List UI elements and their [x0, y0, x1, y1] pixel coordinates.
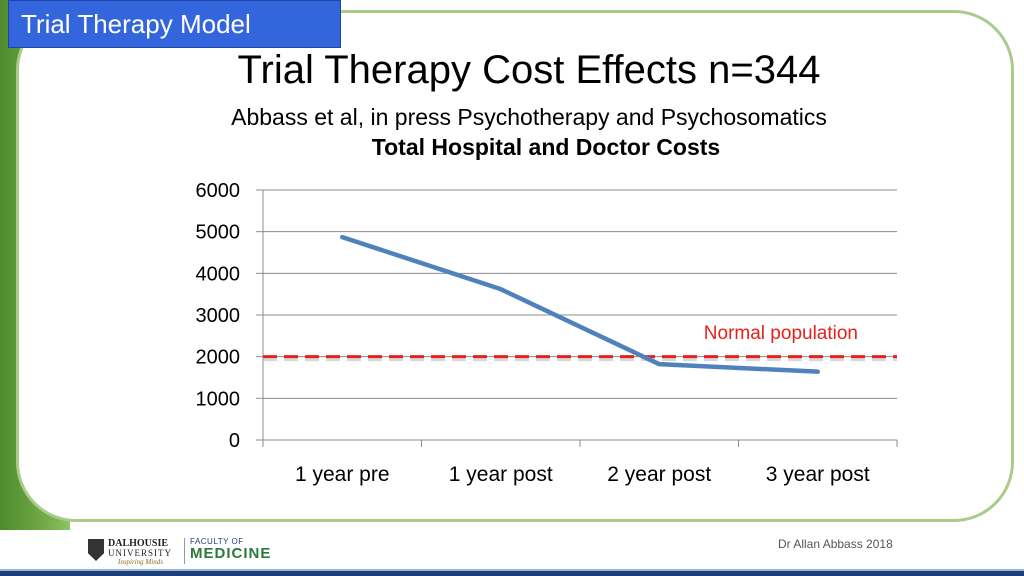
- y-tick-label: 1000: [196, 388, 241, 410]
- x-tick-label: 1 year post: [449, 463, 553, 486]
- slide-subtitle: Abbass et al, in press Psychotherapy and…: [231, 104, 827, 130]
- slide-title: Trial Therapy Cost Effects n=344: [237, 48, 821, 92]
- y-tick-label: 0: [229, 430, 240, 452]
- faculty-text-2: MEDICINE: [190, 545, 272, 562]
- footer-line: [0, 569, 1024, 571]
- logo-tagline: Inspiring Minds: [118, 558, 163, 566]
- dalhousie-logo: DALHOUSIE UNIVERSITY Inspiring Minds: [88, 537, 180, 567]
- logo-divider: [184, 538, 185, 564]
- footer-bar: [0, 571, 1024, 576]
- x-tick-label: 1 year pre: [295, 463, 390, 486]
- reference-line-label: Normal population: [704, 323, 858, 344]
- content-panel: [16, 10, 1014, 522]
- series-line: [340, 234, 820, 374]
- footer: [0, 530, 1024, 576]
- logo-text-2: UNIVERSITY: [108, 548, 172, 558]
- x-tick-label: 2 year post: [607, 463, 711, 486]
- y-tick-label: 4000: [196, 263, 241, 285]
- series-group: [340, 234, 820, 374]
- y-tick-label: 5000: [196, 222, 241, 244]
- chart-grid: [263, 189, 897, 399]
- crest-icon: [88, 539, 104, 561]
- y-tick-label: 2000: [196, 347, 241, 369]
- reference-line-group: [263, 355, 897, 362]
- x-tick-label: 3 year post: [766, 463, 870, 486]
- logo-text-1: DALHOUSIE: [108, 538, 169, 549]
- section-tag: Trial Therapy Model: [8, 0, 341, 48]
- faculty-text-1: FACULTY OF: [190, 537, 244, 546]
- y-tick-label: 3000: [196, 305, 241, 327]
- chart-title: Total Hospital and Doctor Costs: [371, 134, 721, 160]
- chart-labels: 0 1000 2000 3000 4000 5000 6000 1 year pre 1 yea…: [196, 180, 870, 486]
- faculty-logo: FACULTY OF MEDICINE: [190, 537, 271, 562]
- author-credit: Dr Allan Abbass 2018: [778, 537, 893, 551]
- y-tick-label: 6000: [196, 180, 241, 202]
- chart-axes: [256, 189, 898, 447]
